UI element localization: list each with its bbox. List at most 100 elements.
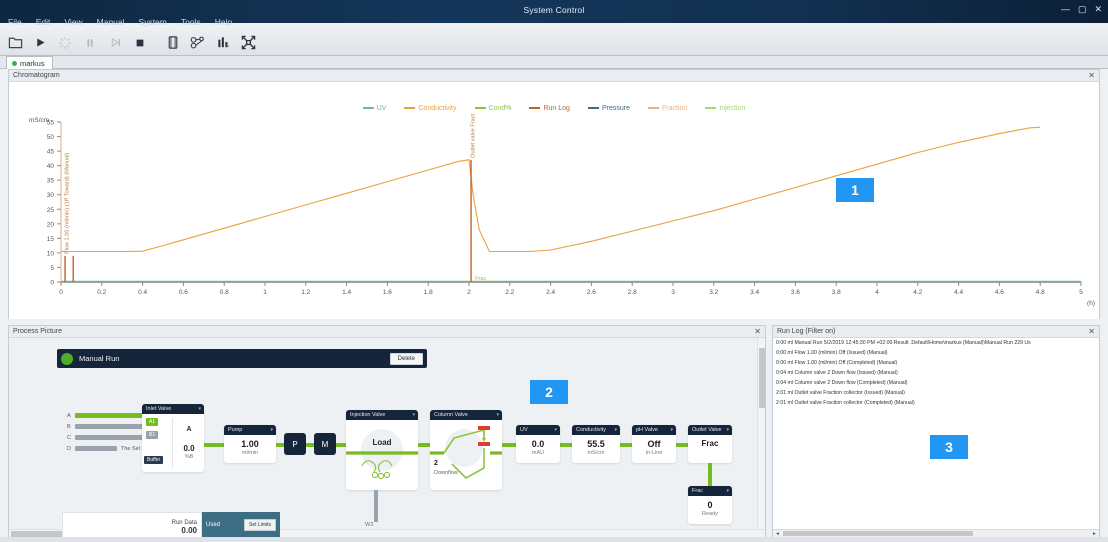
column-valve-diagram (430, 426, 502, 479)
title-bar: System Control — ▢ ✕ (0, 0, 1108, 23)
legend-item-fraction[interactable]: Fraction (647, 105, 687, 112)
log-line[interactable]: 0:04 ml Column valve 2 Down flow (Comple… (776, 380, 908, 386)
inlet-chip-buffer[interactable]: Buffer (144, 456, 164, 464)
injection-valve-node[interactable]: Injection Valve ▾ Load (346, 410, 418, 490)
log-line[interactable]: 2:01 ml Outlet valve Fraction collector … (776, 400, 915, 406)
frac-node[interactable]: Frac ▾ 0 Ready (688, 486, 732, 524)
legend-item-pressure[interactable]: Pressure (587, 105, 630, 112)
conductivity-node[interactable]: Conductivity ▾ 55.5 mS/cm (572, 425, 620, 463)
menu-item-system[interactable]: System (138, 16, 167, 27)
chromatogram-title: Chromatogram (13, 72, 60, 79)
svg-text:20: 20 (47, 221, 55, 228)
menu-item-manual[interactable]: Manual (96, 16, 125, 27)
inlet-chip-b1[interactable]: B1 (146, 431, 159, 439)
menu-item-edit[interactable]: Edit (35, 16, 51, 27)
ph-valve-node[interactable]: pH Valve ▾ Off In-Line (632, 425, 676, 463)
chromatogram-header: Chromatogram ✕ (9, 70, 1099, 82)
customize-icon[interactable] (237, 32, 259, 54)
x-axis-label: (h) (1087, 300, 1095, 307)
pause-icon[interactable] (79, 32, 101, 54)
chevron-down-icon[interactable]: ▾ (496, 412, 499, 418)
toolbar-separator (154, 34, 159, 52)
uv-node[interactable]: UV ▾ 0.0 mAU (516, 425, 560, 463)
chevron-down-icon[interactable]: ▾ (198, 406, 201, 412)
log-line[interactable]: 0:00 ml Flow 1.00 (ml/min) Off (Complete… (776, 360, 898, 366)
used-label: Used (206, 522, 221, 528)
log-line[interactable]: 2:01 ml Outlet valve Fraction collector … (776, 390, 905, 396)
inlet-row-b[interactable]: B (67, 421, 147, 432)
log-line[interactable]: 0:04 ml Column valve 2 Down flow (Issued… (776, 370, 898, 376)
column-valve-node[interactable]: Column Valve ▾ 2 (430, 410, 502, 490)
menu-item-tools[interactable]: Tools (180, 16, 201, 27)
continue-icon[interactable] (104, 32, 126, 54)
window-title: System Control (523, 5, 585, 15)
inlet-chip-a1[interactable]: A1 (146, 418, 159, 426)
stop-icon[interactable] (129, 32, 151, 54)
inlet-row-c[interactable]: C (67, 432, 147, 443)
mixer-node[interactable]: M (314, 433, 336, 455)
mixer-node-label: M (321, 439, 329, 449)
legend-item-injection[interactable]: Injection (705, 105, 745, 112)
used-box[interactable]: Used Set Limits (202, 512, 280, 538)
log-line[interactable]: 0:00 ml Manual Run 5/2/2019 12:45:30 PM … (776, 340, 1031, 346)
chevron-down-icon[interactable]: ▾ (554, 427, 557, 433)
tab-markus[interactable]: markus (6, 56, 53, 69)
hold-icon[interactable] (54, 32, 76, 54)
pipe-uv-to-cond (560, 443, 572, 447)
svg-text:1.4: 1.4 (342, 289, 351, 296)
run-data-box[interactable]: Run Data 0.00 (62, 512, 202, 538)
flow-scheme-icon[interactable] (187, 32, 209, 54)
open-icon[interactable] (4, 32, 26, 54)
process-picture-vertical-scrollbar[interactable] (757, 338, 765, 529)
run-log-close-icon[interactable]: ✕ (1088, 327, 1095, 336)
close-icon[interactable]: ✕ (1094, 4, 1102, 14)
minimize-icon[interactable]: — (1060, 4, 1070, 14)
chevron-down-icon[interactable]: ▾ (726, 488, 729, 494)
pressure-node[interactable]: P (284, 433, 306, 455)
svg-text:0.4: 0.4 (138, 289, 147, 296)
ph-valve-unit: In-Line (645, 450, 663, 456)
chromatogram-close-icon[interactable]: ✕ (1088, 71, 1095, 80)
chevron-down-icon[interactable]: ▾ (412, 412, 415, 418)
inlet-row-a[interactable]: A (67, 410, 147, 421)
legend-item-run-log[interactable]: Run Log (529, 105, 570, 112)
scroll-thumb[interactable] (783, 531, 973, 536)
run-log-title: Run Log (Filter on) (777, 328, 836, 335)
svg-text:0.8: 0.8 (220, 289, 229, 296)
frac-header: Frac ▾ (688, 486, 732, 496)
scroll-thumb[interactable] (759, 348, 765, 408)
chevron-down-icon[interactable]: ▾ (726, 427, 729, 433)
inlet-row-d[interactable]: D The Sel (67, 443, 147, 454)
chevron-down-icon[interactable]: ▾ (270, 427, 273, 433)
scroll-right-icon[interactable]: ► (1092, 530, 1097, 537)
log-line[interactable]: 0:00 ml Flow 1.00 (ml/min) Off (Issued) … (776, 350, 888, 356)
maximize-icon[interactable]: ▢ (1077, 4, 1087, 14)
menu-item-file[interactable]: File (8, 16, 22, 27)
chart-plot-area[interactable]: mS/cm (h) 0 5 10 15 20 25 30 35 40 45 50 55 0 0.2 0.4 0… (9, 60, 1101, 319)
chart-icon[interactable]: ₁ (212, 32, 234, 54)
run-log-horizontal-scrollbar[interactable]: ◄ ► (773, 529, 1099, 537)
set-limits-button[interactable]: Set Limits (244, 519, 276, 531)
inlet-valve-node[interactable]: Inlet Valve ▾ A1 B1 Buffer A 0.0 %B (142, 404, 204, 472)
documentation-icon[interactable] (162, 32, 184, 54)
legend-label: Injection (719, 104, 746, 112)
legend-item-conductivity[interactable]: Conductivity (404, 105, 457, 112)
menu-item-view[interactable]: View (64, 16, 83, 27)
run-icon[interactable] (29, 32, 51, 54)
pump-node[interactable]: Pump ▾ 1.00 ml/min (224, 425, 276, 463)
chevron-down-icon[interactable]: ▾ (670, 427, 673, 433)
chevron-down-icon[interactable]: ▾ (614, 427, 617, 433)
legend-label: Cond% (488, 104, 512, 112)
scroll-left-icon[interactable]: ◄ (775, 530, 780, 537)
run-delete-button[interactable]: Delete (389, 352, 423, 365)
pipe-column-to-uv (502, 443, 516, 447)
outlet-valve-node[interactable]: Outlet Valve ▾ Frac (688, 425, 732, 463)
svg-text:Flow 1.00 (ml/min) (1P Toward): Flow 1.00 (ml/min) (1P Toward) (Manual) (64, 153, 70, 254)
legend-item-cond-pct[interactable]: Cond% (474, 104, 512, 112)
process-picture-panel: Process Picture ✕ Manual Run Delete A B (8, 325, 766, 537)
run-log-header: Run Log (Filter on) ✕ (773, 326, 1099, 338)
process-picture-close-icon[interactable]: ✕ (754, 327, 761, 336)
menu-item-help[interactable]: Help (214, 16, 233, 27)
legend-item-uv[interactable]: UV (362, 105, 386, 112)
